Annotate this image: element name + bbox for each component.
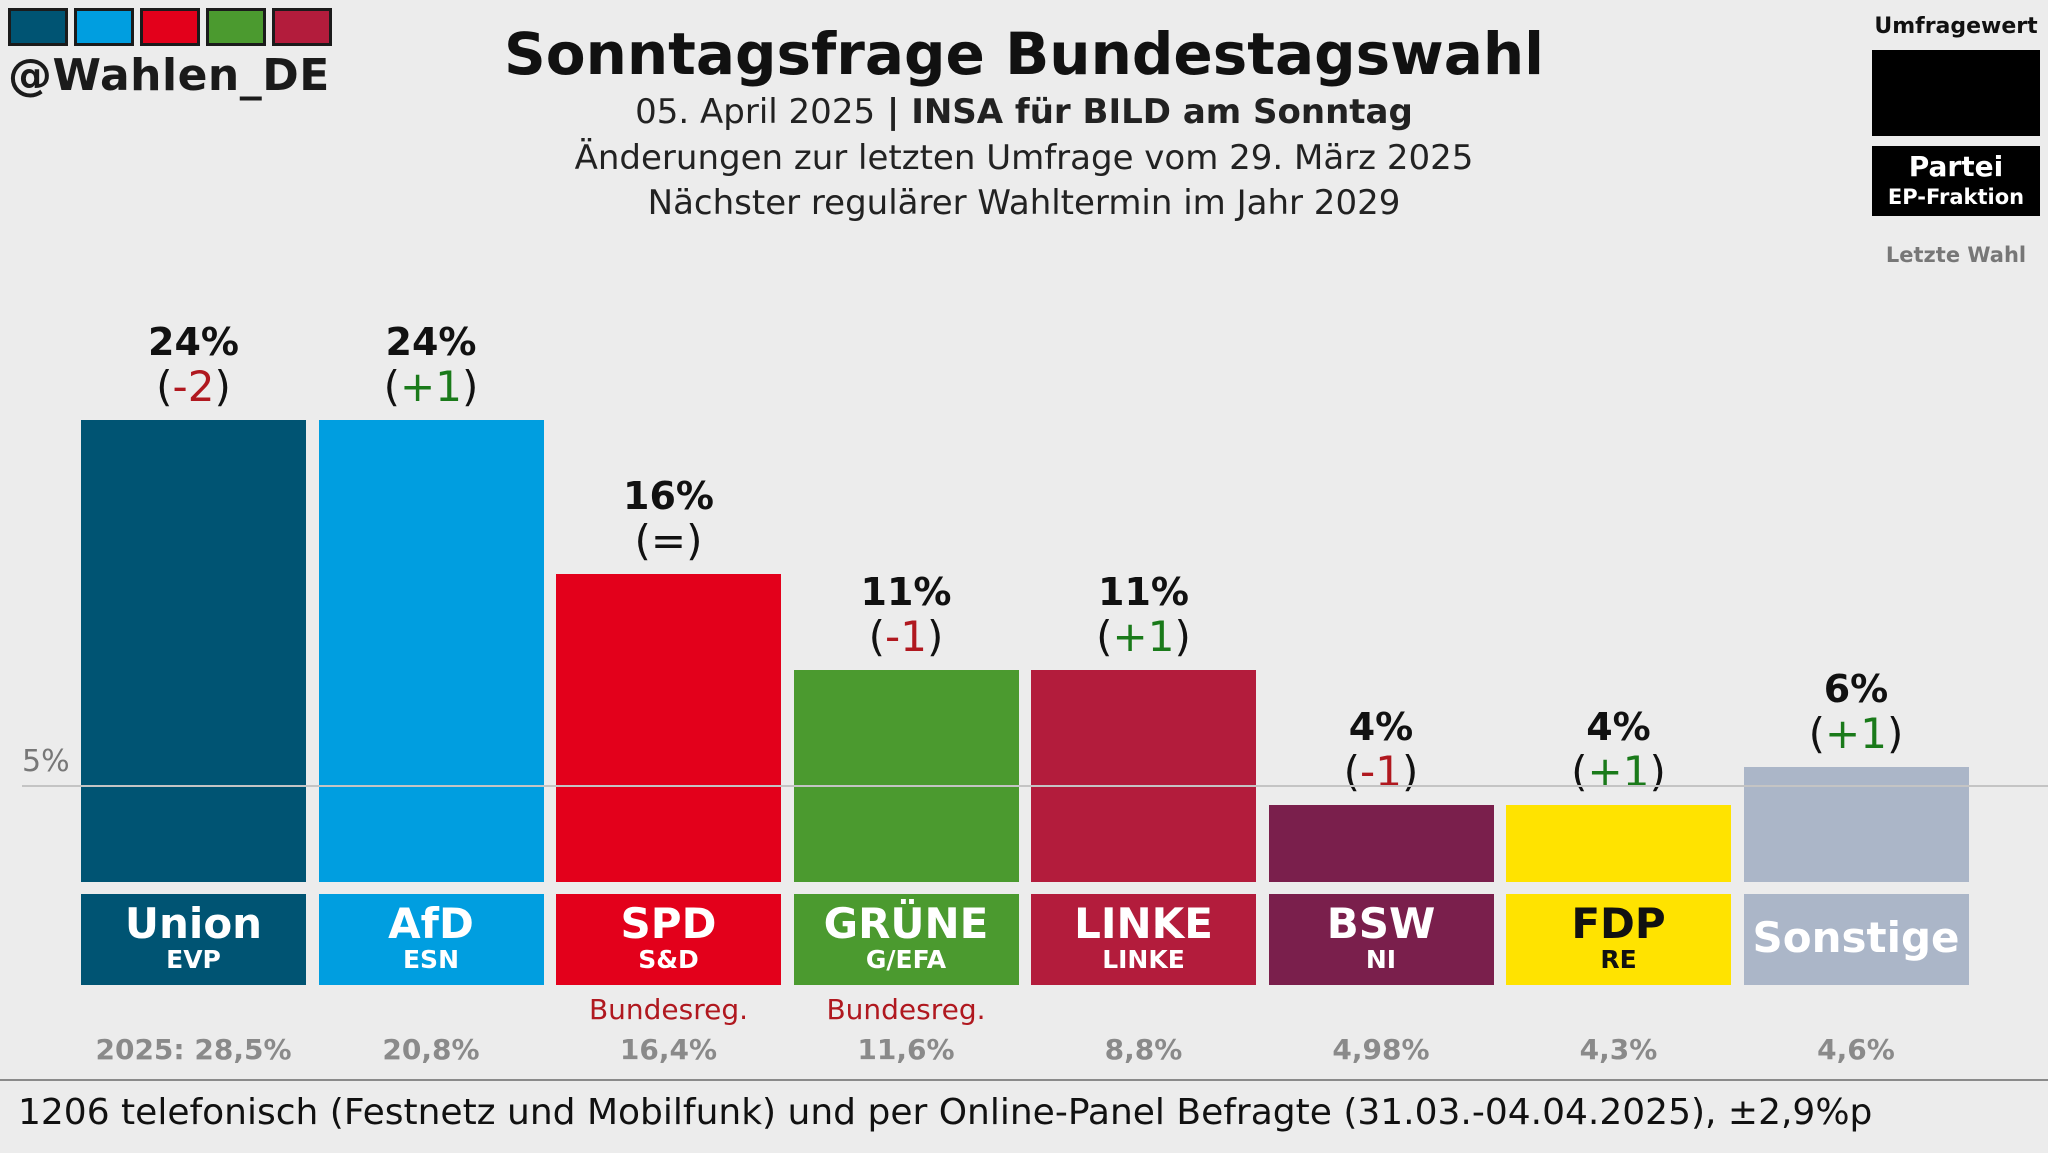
party-label-box: Sonstige <box>1743 894 1969 985</box>
party-group: NI <box>1365 945 1397 975</box>
legend-last-election-label: Letzte Wahl <box>1885 243 2027 267</box>
logo-stripe <box>272 8 332 46</box>
government-label: Bundesreg. <box>826 993 986 1026</box>
legend-poll-value-swatch <box>1872 50 2040 136</box>
separator: | <box>875 92 912 132</box>
party-name: AfD <box>388 899 474 948</box>
party-name: Union <box>124 899 263 948</box>
change-label: (+1) <box>1571 747 1666 796</box>
bar-spd <box>556 574 781 882</box>
logo-stripe <box>140 8 200 46</box>
bar-fdp <box>1506 805 1731 882</box>
last-election-value: 4,98% <box>1332 1033 1430 1066</box>
legend-group-label: EP-Fraktion <box>1887 185 2025 209</box>
party-name: FDP <box>1571 899 1666 948</box>
change-value: +1 <box>1587 747 1650 796</box>
value-label: 4% <box>1586 705 1651 749</box>
last-election-value: 20,8% <box>382 1033 480 1066</box>
poll-info: 05. April 2025 | INSA für BILD am Sonnta… <box>0 92 2048 132</box>
changes-note: Änderungen zur letzten Umfrage vom 29. M… <box>574 138 1474 178</box>
change-value: +1 <box>1112 612 1175 662</box>
party-label-box: Union EVP <box>81 894 306 985</box>
change-label: (+1) <box>1096 612 1191 662</box>
poll-institute: INSA für BILD am Sonntag <box>911 92 1413 132</box>
party-label-box: SPD S&D <box>556 894 781 985</box>
party-label-box: AfD ESN <box>318 894 544 985</box>
bar-afd <box>318 420 544 882</box>
threshold-label: 5% <box>22 743 70 779</box>
party-label-box: GRÜNE G/EFA <box>793 894 1019 985</box>
methodology-note: 1206 telefonisch (Festnetz und Mobilfunk… <box>18 1092 1873 1133</box>
party-group: EVP <box>166 945 221 975</box>
logo-stripe <box>8 8 68 46</box>
bar-grüne <box>793 670 1019 882</box>
change-label: (=) <box>634 516 703 565</box>
party-name: BSW <box>1326 899 1436 948</box>
last-election-value: 11,6% <box>857 1033 955 1066</box>
party-label-box: FDP RE <box>1506 894 1731 985</box>
last-election-value: 2025: 28,5% <box>95 1033 292 1066</box>
party-name: Sonstige <box>1752 913 1960 962</box>
footer-divider <box>0 1079 2048 1081</box>
logo-stripe <box>74 8 134 46</box>
party-group: RE <box>1600 945 1637 975</box>
party-group: G/EFA <box>865 945 947 975</box>
value-label: 4% <box>1348 705 1414 749</box>
last-election-value: 4,6% <box>1817 1033 1895 1066</box>
party-name: LINKE <box>1074 899 1213 948</box>
change-value: +1 <box>1825 708 1887 758</box>
chart-title: Sonntagsfrage Bundestagswahl <box>503 20 1545 88</box>
change-value: -2 <box>172 362 215 411</box>
change-label: (+1) <box>383 362 479 411</box>
party-group: LINKE <box>1102 945 1185 975</box>
logo-stripes <box>8 8 332 46</box>
change-label: (+1) <box>1808 708 1904 758</box>
party-group: ESN <box>402 945 459 975</box>
next-election-note: Nächster regulärer Wahltermin im Jahr 20… <box>647 183 1401 223</box>
value-label: 16% <box>623 474 714 518</box>
logo-stripe <box>206 8 266 46</box>
party-group: S&D <box>638 945 699 975</box>
change-value: -1 <box>1360 747 1402 796</box>
government-label: Bundesreg. <box>588 993 749 1026</box>
value-label: 11% <box>1098 570 1189 615</box>
change-value: = <box>650 516 687 565</box>
last-election-value: 16,4% <box>619 1033 718 1066</box>
last-election-value: 8,8% <box>1104 1033 1183 1066</box>
bar-union <box>81 420 306 882</box>
value-label: 6% <box>1823 666 1889 711</box>
change-value: +1 <box>400 362 462 411</box>
value-label: 24% <box>385 320 477 364</box>
change-label: (-2) <box>156 362 231 411</box>
party-name: SPD <box>620 899 717 948</box>
legend-party-box: Partei EP-Fraktion <box>1872 146 2040 216</box>
party-name: GRÜNE <box>823 899 989 948</box>
bar-bsw <box>1268 805 1494 882</box>
change-value: -1 <box>885 612 927 662</box>
threshold-line <box>22 784 2048 787</box>
last-election-value: 4,3% <box>1579 1033 1658 1066</box>
legend-poll-value-label: Umfragewert <box>1874 14 2038 39</box>
poll-date: 05. April 2025 <box>635 92 876 132</box>
change-label: (-1) <box>1343 747 1419 796</box>
value-label: 24% <box>148 320 239 364</box>
value-label: 11% <box>860 570 952 615</box>
party-label-box: LINKE LINKE <box>1031 894 1256 985</box>
legend-party-label: Partei <box>1908 150 2004 183</box>
party-label-box: BSW NI <box>1268 894 1494 985</box>
bar-linke <box>1031 670 1256 882</box>
change-label: (-1) <box>868 612 944 662</box>
brand-handle: @Wahlen_DE <box>8 50 330 101</box>
